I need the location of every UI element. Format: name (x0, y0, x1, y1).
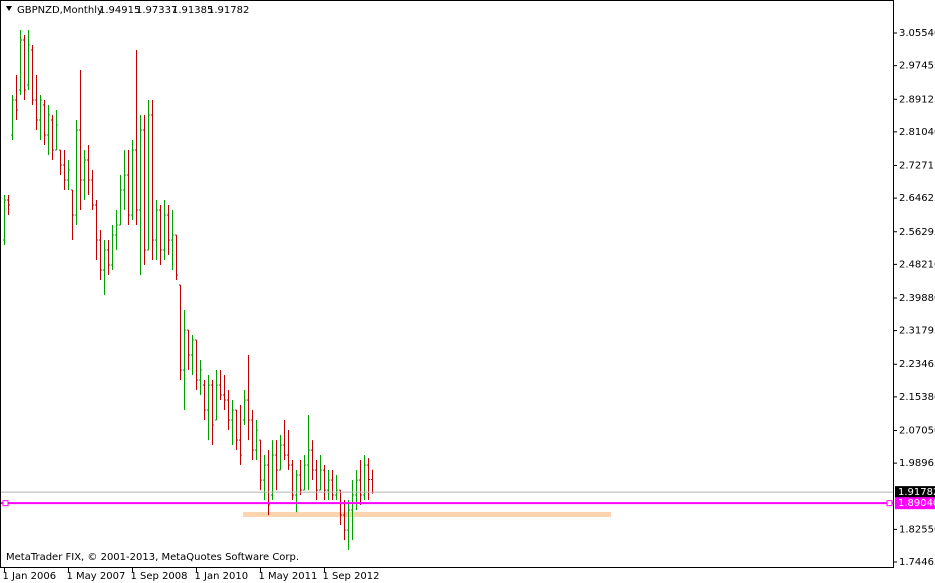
hline-label: 1.89040 (898, 498, 935, 509)
y-tick-label: 2.15380 (899, 392, 935, 403)
zone-rectangle (243, 512, 611, 517)
chart-title: GBPNZD,Monthly (17, 5, 103, 16)
y-tick-label: 2.97455 (899, 61, 935, 72)
current-price-label: 1.91782 (898, 487, 935, 498)
copyright: MetaTrader FIX, © 2001-2013, MetaQuotes … (6, 552, 299, 563)
menu-arrow[interactable] (6, 6, 12, 11)
header-low: 1.91385 (172, 5, 213, 16)
current-price-box (895, 486, 935, 499)
header-high: 1.97337 (136, 5, 177, 16)
x-tick-label: 1 May 2007 (67, 571, 126, 582)
y-tick-label: 1.74465 (899, 557, 935, 568)
y-tick-label: 2.64625 (899, 193, 935, 204)
y-tick-label: 2.39880 (899, 293, 935, 304)
y-tick-label: 2.48210 (899, 259, 935, 270)
y-tick-label: 2.7271 (899, 161, 934, 172)
x-tick-label: 1 Jan 2010 (195, 571, 249, 582)
y-tick-label: 2.81040 (899, 127, 935, 138)
y-tick-label: 3.05540 (899, 28, 935, 39)
header-close: 1.91782 (208, 5, 249, 16)
header-open: 1.94915 (99, 5, 140, 16)
y-tick-label: 2.89125 (899, 94, 935, 105)
x-tick-label: 1 Sep 2012 (323, 571, 380, 582)
y-tick-label: 2.56295 (899, 227, 935, 238)
x-tick-label: 1 May 2011 (259, 571, 318, 582)
y-tick-label: 2.31795 (899, 326, 935, 337)
x-tick-label: 1 Sep 2008 (131, 571, 188, 582)
hline-handle (2, 500, 9, 507)
y-tick-label: 2.23465 (899, 359, 935, 370)
y-tick-label: 1.98965 (899, 458, 935, 469)
x-tick-label: 1 Jan 2006 (3, 571, 57, 582)
plot-frame (0, 0, 894, 568)
hline-handle (886, 500, 893, 507)
hline-box (895, 497, 935, 510)
y-tick-label: 1.82550 (899, 524, 935, 535)
y-tick-label: 2.07050 (899, 425, 935, 436)
